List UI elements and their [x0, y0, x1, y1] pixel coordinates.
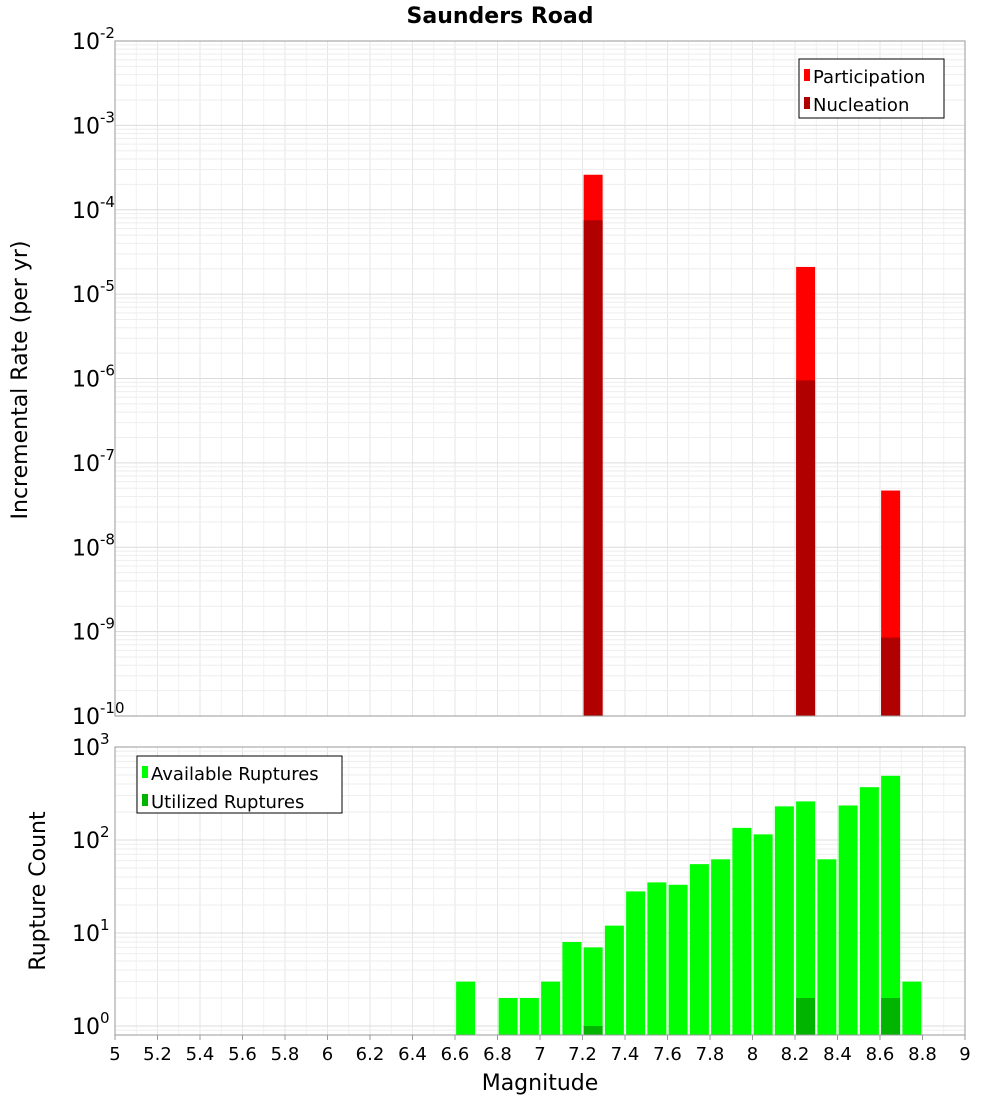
x-tick-label: 5.4	[186, 1044, 215, 1065]
legend-label: Available Ruptures	[151, 764, 319, 785]
x-tick-label: 5.6	[228, 1044, 257, 1065]
legend-swatch	[142, 794, 148, 806]
bar-available-ruptures	[796, 801, 816, 1035]
legend-box	[136, 755, 343, 814]
y-tick-label: 10-4	[72, 193, 115, 224]
bar-nucleation	[881, 637, 901, 716]
1-y-ticks: 100 101 102 103	[72, 730, 110, 1040]
legend-swatch	[804, 69, 810, 81]
x-tick-label: 6	[322, 1044, 333, 1065]
legend-label: Utilized Ruptures	[151, 792, 304, 813]
bar-available-ruptures	[604, 925, 624, 1035]
bar-available-ruptures	[753, 834, 773, 1035]
x-tick-label: 6.4	[398, 1044, 427, 1065]
bar-available-ruptures	[647, 882, 667, 1035]
x-tick-label: 5	[109, 1044, 120, 1065]
bar-available-ruptures	[519, 997, 539, 1035]
bar-available-ruptures	[774, 806, 794, 1035]
bar-nucleation	[796, 380, 816, 716]
x-tick-label: 7	[534, 1044, 545, 1065]
bar-available-ruptures	[711, 859, 731, 1035]
bar-nucleation	[583, 220, 603, 717]
bar-available-ruptures	[668, 884, 688, 1035]
legend-swatch	[804, 97, 810, 109]
bar-utilized-ruptures	[583, 1025, 603, 1035]
y-tick-label: 10-5	[72, 277, 115, 308]
bar-available-ruptures	[456, 981, 476, 1035]
y-tick-label: 10-6	[72, 362, 115, 393]
x-ticks: 5 5.2 5.4 5.6 5.8 6 6.2 6.4 6.6 6.8 7 7.2 7.4 7.6 7.8 8…	[109, 1035, 971, 1065]
bar-available-ruptures	[562, 942, 582, 1035]
bar-available-ruptures	[732, 827, 752, 1035]
0-legend: Participation Nucleation	[798, 58, 945, 119]
y-tick-label: 10-7	[72, 446, 115, 477]
bar-available-ruptures	[689, 864, 709, 1035]
bar-available-ruptures	[902, 981, 922, 1035]
bar-available-ruptures	[859, 787, 879, 1035]
0-gridlines	[114, 41, 966, 717]
y-tick-label: 10-2	[72, 24, 115, 55]
x-tick-label: 8.2	[781, 1044, 810, 1065]
y-tick-label: 10-8	[72, 530, 115, 561]
bar-available-ruptures	[626, 891, 646, 1035]
x-tick-label: 8.6	[866, 1044, 895, 1065]
bar-utilized-ruptures	[796, 997, 816, 1035]
bar-available-ruptures	[541, 981, 561, 1035]
x-tick-label: 5.2	[143, 1044, 172, 1065]
legend-label: Nucleation	[813, 95, 909, 116]
bar-utilized-ruptures	[881, 997, 901, 1035]
x-tick-label: 9	[959, 1044, 970, 1065]
y-tick-label: 10-10	[72, 699, 125, 730]
x-tick-label: 8.8	[908, 1044, 937, 1065]
bar-available-ruptures	[817, 859, 837, 1035]
x-tick-label: 7.2	[568, 1044, 597, 1065]
y-tick-label: 10-3	[72, 108, 115, 139]
chart-title: Saunders Road	[407, 4, 594, 29]
x-tick-label: 7.6	[653, 1044, 682, 1065]
x-tick-label: 5.8	[271, 1044, 300, 1065]
y-axis-label-count: Rupture Count	[26, 811, 51, 971]
bar-available-ruptures	[583, 947, 603, 1035]
top-plot-frame	[114, 40, 966, 717]
x-tick-label: 8.4	[823, 1044, 852, 1065]
bar-available-ruptures	[881, 775, 901, 1035]
0-series-1	[583, 220, 901, 717]
x-tick-label: 7.8	[696, 1044, 725, 1065]
y-axis-label-rate: Incremental Rate (per yr)	[8, 241, 33, 520]
y-tick-label: 102	[72, 823, 110, 854]
legend-swatch	[142, 766, 148, 778]
x-axis-label: Magnitude	[482, 1071, 599, 1096]
1-series-0	[456, 775, 922, 1035]
legend-label: Participation	[813, 67, 925, 88]
y-tick-label: 103	[72, 730, 110, 761]
y-tick-label: 10-9	[72, 615, 115, 646]
x-tick-label: 7.4	[611, 1044, 640, 1065]
bar-available-ruptures	[498, 997, 518, 1035]
y-tick-label: 101	[72, 916, 110, 947]
x-tick-label: 8	[747, 1044, 758, 1065]
bar-available-ruptures	[838, 805, 858, 1035]
1-series-1	[583, 997, 901, 1035]
x-tick-label: 6.2	[356, 1044, 385, 1065]
legend-box	[798, 58, 945, 119]
0-y-ticks: 10-10 10-9 10-8 10-7 10-6 10-5 10-4 10-3 10-2	[72, 24, 125, 730]
y-tick-label: 100	[72, 1009, 110, 1040]
1-legend: Available Ruptures Utilized Ruptures	[136, 755, 343, 814]
x-tick-label: 6.8	[483, 1044, 512, 1065]
x-tick-label: 6.6	[441, 1044, 470, 1065]
